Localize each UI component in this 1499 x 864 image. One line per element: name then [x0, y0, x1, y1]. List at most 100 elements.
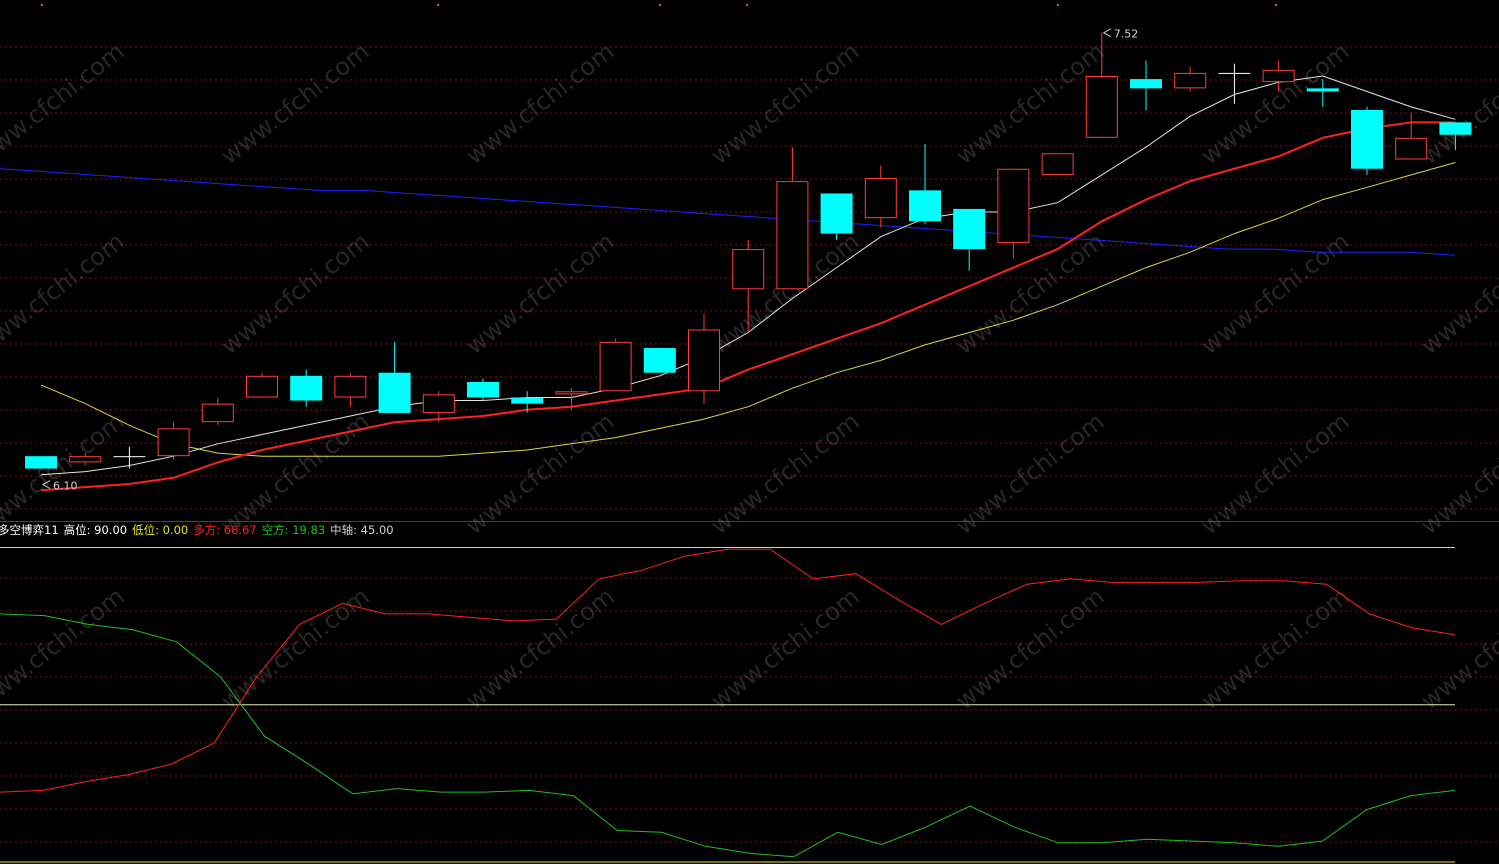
- candle-body-down: [1351, 110, 1383, 169]
- candle: [69, 453, 102, 466]
- candle: [688, 314, 720, 404]
- candle: [643, 348, 676, 373]
- top-marker: [41, 4, 43, 6]
- candle: [422, 391, 455, 423]
- candle: [1085, 32, 1118, 138]
- watermark-text: www.cfchi.com: [1196, 407, 1355, 540]
- top-marker: [437, 4, 439, 6]
- watermark-text: www.cfchi.com: [0, 227, 130, 360]
- candle: [1130, 60, 1162, 110]
- candle-body-up: [1041, 153, 1074, 175]
- candle-body-up: [157, 428, 190, 457]
- watermark-text: www.cfchi.com: [951, 37, 1110, 170]
- candle: [1351, 106, 1383, 175]
- watermark-text: www.cfchi.com: [706, 407, 865, 540]
- legend-item: 多空博弈11: [0, 523, 59, 537]
- top-marker: [1275, 4, 1277, 6]
- candle-body-up: [246, 375, 278, 398]
- candle-body-down: [467, 382, 499, 398]
- oscillator-legend: 多空博弈11 高位: 90.00 低位: 0.00 多方: 68.67 空方: 19.8…: [0, 523, 394, 537]
- watermark-text: www.cfchi.com: [461, 227, 620, 360]
- watermark-text: www.cfchi.com: [951, 407, 1110, 540]
- candle-body-up: [864, 178, 897, 219]
- candle: [201, 397, 234, 426]
- bear-line: [0, 613, 1456, 858]
- candle: [997, 168, 1030, 259]
- candles: [25, 32, 1472, 469]
- candle: [1306, 79, 1339, 107]
- watermark-text: www.cfchi.com: [461, 582, 620, 715]
- high-price-label: 7.52: [1114, 28, 1139, 41]
- candle-body-up: [688, 329, 720, 392]
- candle: [732, 239, 765, 333]
- candle-body-down: [643, 348, 676, 373]
- candle: [25, 456, 57, 469]
- watermark-text: www.cfchi.com: [216, 227, 375, 360]
- candle-body-up: [1085, 76, 1118, 138]
- candle-body-up: [334, 375, 367, 398]
- watermark-text: www.cfchi.com: [706, 582, 865, 715]
- candle: [113, 446, 146, 469]
- ma-line-red: [40, 121, 1456, 492]
- bull-line: [0, 548, 1456, 793]
- candle-body-up: [555, 391, 588, 395]
- candle-body-down: [290, 375, 323, 401]
- candle-body-up: [732, 249, 765, 290]
- candle-body-up: [1262, 69, 1295, 83]
- candle: [511, 391, 544, 413]
- candle-body-up: [776, 181, 809, 290]
- high-arrow: [1102, 28, 1112, 38]
- candle: [953, 208, 986, 271]
- candle: [1439, 122, 1472, 151]
- candle-body-up: [69, 456, 102, 463]
- candle: [599, 338, 632, 392]
- candle-body-up: [201, 403, 234, 423]
- candle-body-down: [511, 397, 544, 404]
- watermark-text: www.cfchi.com: [461, 37, 620, 170]
- candle: [157, 422, 190, 460]
- watermark-text: www.cfchi.com: [461, 407, 620, 540]
- candle-body-down: [820, 193, 853, 234]
- watermark-text: www.cfchi.com: [216, 582, 375, 715]
- legend-item: 低位: 0.00: [132, 523, 188, 537]
- watermark-text: www.cfchi.com: [1416, 407, 1499, 540]
- candle-body-doji: [1218, 72, 1251, 74]
- candle-body-doji: [113, 456, 146, 458]
- candle: [290, 369, 323, 407]
- candle: [776, 147, 809, 290]
- candle: [1174, 66, 1207, 92]
- candle-body-down: [378, 372, 411, 413]
- candle-body-down: [1306, 88, 1339, 92]
- candle-body-down: [25, 456, 57, 469]
- candle-body-up: [1174, 72, 1207, 89]
- top-marker: [659, 4, 661, 6]
- candle: [378, 341, 411, 413]
- candle: [246, 372, 278, 398]
- candle: [334, 372, 367, 407]
- watermark-text: www.cfchi.com: [216, 37, 375, 170]
- top-marker: [1057, 4, 1059, 6]
- watermark-text: www.cfchi.com: [0, 407, 130, 540]
- candle-body-up: [599, 341, 632, 392]
- candle: [467, 378, 499, 401]
- candle: [1218, 63, 1251, 104]
- candle: [555, 388, 588, 410]
- grid: [0, 46, 1499, 843]
- watermark-text: www.cfchi.com: [1196, 227, 1355, 360]
- watermark-text: www.cfchi.com: [1416, 37, 1499, 170]
- candle-body-down: [1439, 122, 1472, 135]
- watermark-text: www.cfchi.com: [1416, 227, 1499, 360]
- candle-body-up: [1395, 137, 1428, 160]
- watermark-text: www.cfchi.com: [1196, 582, 1355, 715]
- watermark-text: www.cfchi.com: [0, 37, 130, 170]
- watermark: www.cfchi.com www.cfchi.com www.cfchi.com w…: [0, 37, 1499, 715]
- watermark-text: www.cfchi.com: [0, 582, 130, 715]
- low-arrow: [41, 480, 51, 489]
- candle: [1395, 113, 1428, 160]
- candle-body-down: [1130, 79, 1162, 89]
- ma-line-yellow: [40, 162, 1456, 457]
- candle: [820, 193, 853, 240]
- candle: [909, 144, 941, 225]
- candle-body-down: [909, 190, 941, 222]
